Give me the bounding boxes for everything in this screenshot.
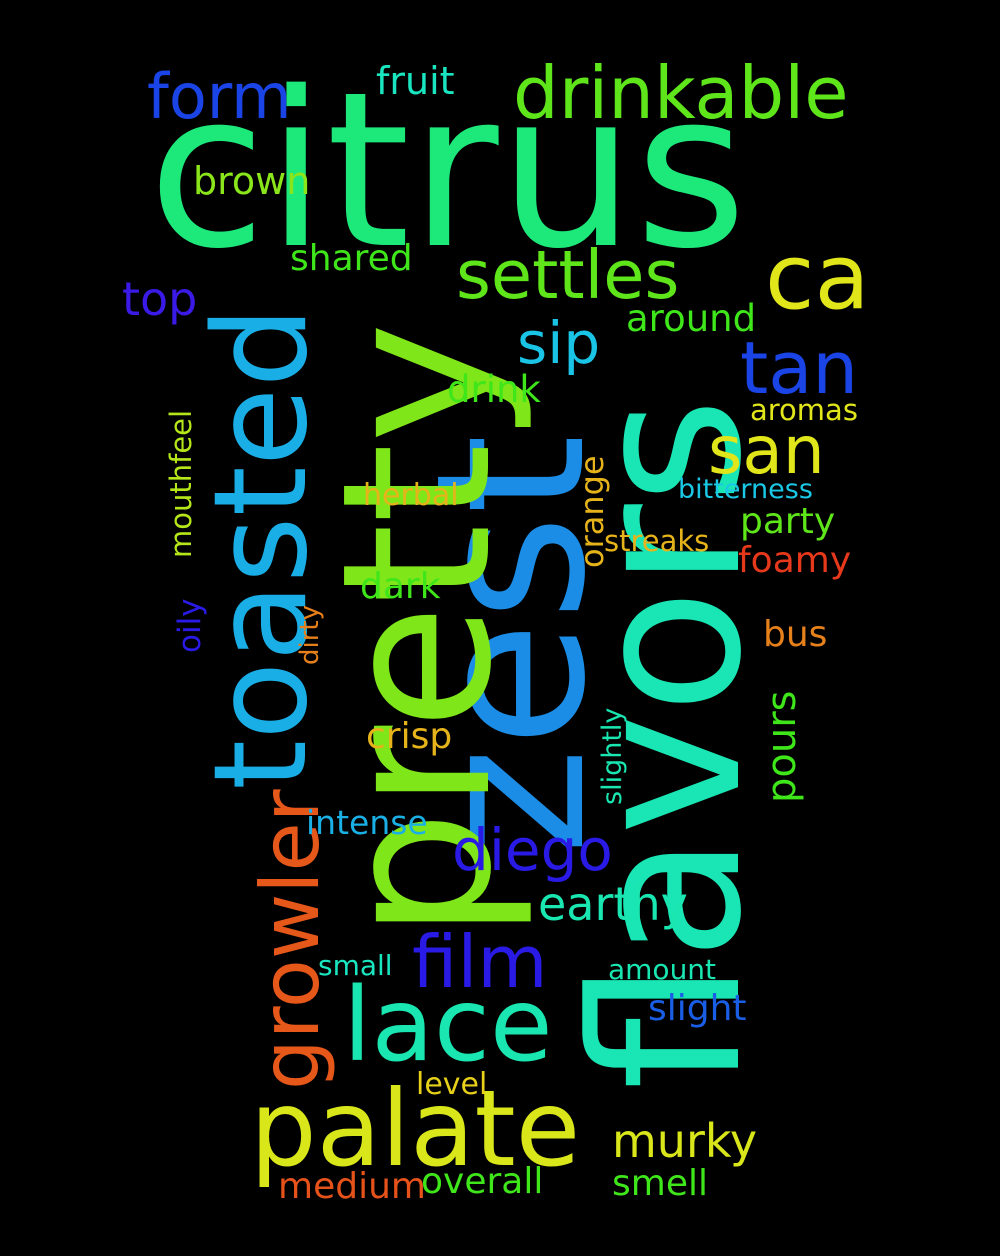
word-overall: overall (421, 1161, 543, 1202)
word-drink: drink (447, 368, 541, 411)
word-level: level (416, 1067, 487, 1102)
word-slight: slight (648, 988, 747, 1029)
word-diego: diego (452, 816, 613, 884)
word-sip: sip (517, 309, 600, 377)
word-palate: palate (250, 1068, 580, 1190)
word-shared: shared (290, 238, 413, 279)
word-top: top (122, 272, 197, 326)
word-lace: lace (343, 966, 553, 1085)
word-bus: bus (763, 614, 827, 655)
word-earthy: earthy (538, 877, 688, 931)
word-pretty: pretty (299, 322, 537, 940)
word-slightly: slightly (597, 708, 628, 805)
word-san: san (708, 412, 825, 489)
word-intense: intense (306, 803, 428, 842)
word-aromas: aromas (750, 393, 858, 427)
word-orange: orange (573, 455, 611, 568)
word-bitterness: bitterness (678, 474, 813, 505)
word-herbal: herbal (363, 478, 459, 513)
word-fruit: fruit (376, 59, 455, 103)
word-drinkable: drinkable (513, 51, 849, 135)
word-growler: growler (244, 789, 337, 1090)
word-amount: amount (608, 953, 716, 986)
word-medium: medium (278, 1166, 426, 1207)
word-smell: smell (612, 1163, 708, 1204)
word-around: around (626, 297, 756, 340)
word-streaks: streaks (604, 524, 709, 558)
word-party: party (740, 501, 835, 542)
word-murky: murky (612, 1114, 757, 1168)
word-mouthfeel: mouthfeel (164, 410, 198, 558)
word-oily: oily (172, 598, 208, 653)
word-toasted: toasted (187, 306, 336, 790)
word-brown: brown (193, 159, 310, 203)
word-settles: settles (456, 236, 679, 314)
word-ca: ca (765, 225, 870, 330)
word-foamy: foamy (738, 540, 851, 581)
word-pours: pours (759, 691, 805, 804)
word-crisp: crisp (366, 716, 452, 757)
word-dirty: dirty (295, 605, 325, 665)
word-flavors: flavors (549, 397, 787, 1090)
word-tan: tan (740, 326, 858, 410)
word-dark: dark (360, 566, 441, 607)
word-film: film (412, 920, 548, 1004)
word-form: form (147, 60, 292, 133)
word-zest: zest (393, 434, 631, 855)
word-small: small (318, 949, 393, 982)
word-citrus: citrus (148, 45, 747, 296)
